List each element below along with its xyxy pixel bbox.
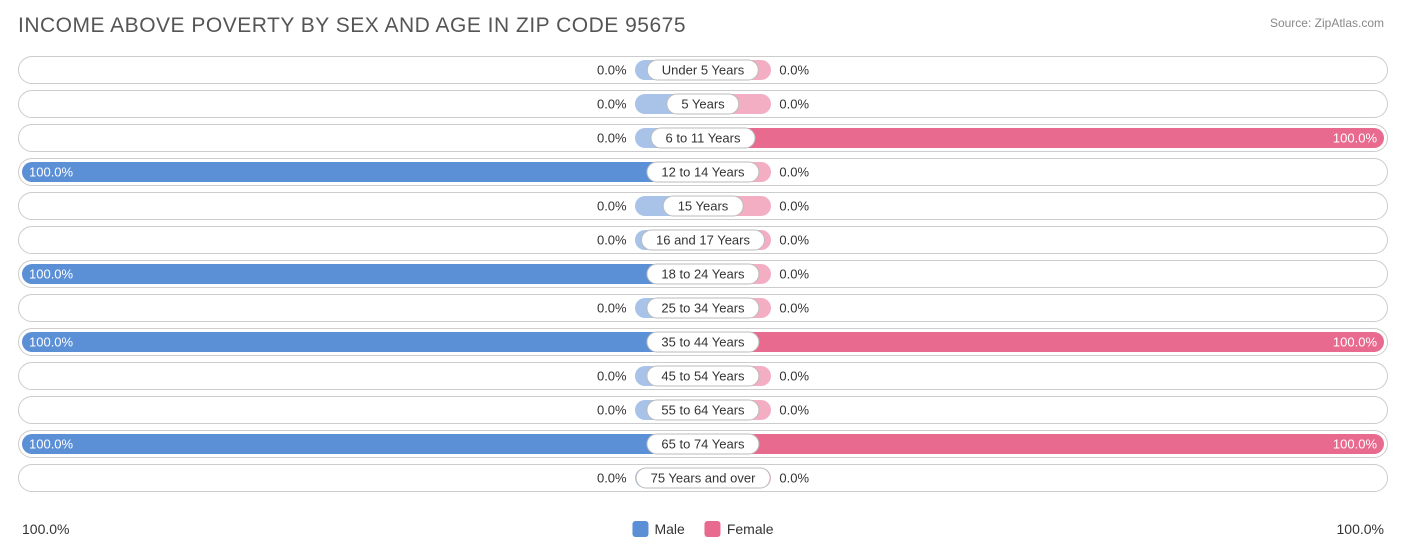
value-male: 0.0% — [597, 63, 627, 78]
chart-row: 0.0% 0.0% 45 to 54 Years — [18, 362, 1388, 390]
value-male: 100.0% — [29, 165, 73, 180]
chart-row: 0.0% 0.0% 55 to 64 Years — [18, 396, 1388, 424]
age-label: 18 to 24 Years — [646, 264, 759, 285]
value-male: 0.0% — [597, 199, 627, 214]
value-male: 0.0% — [597, 403, 627, 418]
value-male: 0.0% — [597, 233, 627, 248]
swatch-male — [632, 521, 648, 537]
value-female: 0.0% — [779, 199, 809, 214]
legend-female-label: Female — [727, 521, 774, 537]
legend-male: Male — [632, 521, 684, 537]
chart-row: 0.0% 0.0% 25 to 34 Years — [18, 294, 1388, 322]
value-female: 0.0% — [779, 301, 809, 316]
age-label: Under 5 Years — [647, 60, 759, 81]
chart-row: 100.0% 0.0% 18 to 24 Years — [18, 260, 1388, 288]
value-male: 0.0% — [597, 97, 627, 112]
legend-male-label: Male — [654, 521, 684, 537]
value-female: 0.0% — [779, 233, 809, 248]
value-female: 0.0% — [779, 97, 809, 112]
legend-female: Female — [705, 521, 774, 537]
chart-row: 0.0% 0.0% 15 Years — [18, 192, 1388, 220]
bar-male — [22, 332, 703, 352]
age-label: 15 Years — [663, 196, 744, 217]
axis-max-right: 100.0% — [1337, 521, 1384, 537]
source-attribution: Source: ZipAtlas.com — [1270, 16, 1384, 30]
value-female: 100.0% — [1333, 131, 1377, 146]
age-label: 35 to 44 Years — [646, 332, 759, 353]
value-male: 100.0% — [29, 335, 73, 350]
value-male: 0.0% — [597, 301, 627, 316]
chart-row: 0.0% 0.0% 5 Years — [18, 90, 1388, 118]
value-male: 0.0% — [597, 369, 627, 384]
chart-title: INCOME ABOVE POVERTY BY SEX AND AGE IN Z… — [18, 14, 686, 38]
chart-row: 100.0% 100.0% 35 to 44 Years — [18, 328, 1388, 356]
chart-row: 0.0% 100.0% 6 to 11 Years — [18, 124, 1388, 152]
chart-row: 100.0% 100.0% 65 to 74 Years — [18, 430, 1388, 458]
value-female: 0.0% — [779, 369, 809, 384]
value-male: 0.0% — [597, 471, 627, 486]
age-label: 12 to 14 Years — [646, 162, 759, 183]
value-male: 100.0% — [29, 437, 73, 452]
value-female: 0.0% — [779, 63, 809, 78]
age-label: 75 Years and over — [636, 468, 771, 489]
chart-row: 0.0% 0.0% 16 and 17 Years — [18, 226, 1388, 254]
age-label: 45 to 54 Years — [646, 366, 759, 387]
legend: Male Female — [632, 521, 773, 537]
chart-row: 100.0% 0.0% 12 to 14 Years — [18, 158, 1388, 186]
age-label: 16 and 17 Years — [641, 230, 765, 251]
value-male: 0.0% — [597, 131, 627, 146]
bar-female — [703, 434, 1384, 454]
value-female: 0.0% — [779, 267, 809, 282]
value-female: 100.0% — [1333, 437, 1377, 452]
bar-male — [22, 162, 703, 182]
bar-male — [22, 434, 703, 454]
value-female: 0.0% — [779, 165, 809, 180]
value-male: 100.0% — [29, 267, 73, 282]
chart-row: 0.0% 0.0% 75 Years and over — [18, 464, 1388, 492]
age-label: 6 to 11 Years — [651, 128, 756, 149]
age-label: 5 Years — [666, 94, 739, 115]
bar-female — [703, 128, 1384, 148]
age-label: 65 to 74 Years — [646, 434, 759, 455]
age-label: 55 to 64 Years — [646, 400, 759, 421]
age-label: 25 to 34 Years — [646, 298, 759, 319]
axis-max-left: 100.0% — [22, 521, 69, 537]
chart-row: 0.0% 0.0% Under 5 Years — [18, 56, 1388, 84]
value-female: 100.0% — [1333, 335, 1377, 350]
value-female: 0.0% — [779, 403, 809, 418]
value-female: 0.0% — [779, 471, 809, 486]
bar-male — [22, 264, 703, 284]
chart-area: 0.0%0.0%Under 5 Years0.0%0.0%5 Years0.0%… — [18, 56, 1388, 509]
swatch-female — [705, 521, 721, 537]
bar-female — [703, 332, 1384, 352]
